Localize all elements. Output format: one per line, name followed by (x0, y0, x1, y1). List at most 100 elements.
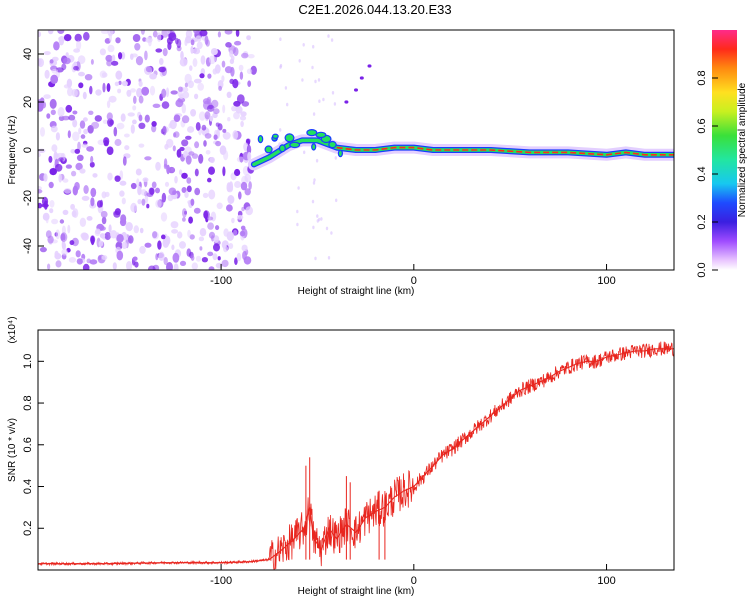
noise-blob (152, 231, 158, 239)
noise-blob (49, 98, 57, 109)
noise-blob (318, 217, 321, 222)
noise-blob (185, 135, 192, 140)
noise-blob (179, 146, 185, 152)
noise-blob (57, 107, 65, 117)
noise-blob (65, 52, 69, 57)
noise-blob (122, 156, 127, 166)
noise-blob (320, 217, 323, 221)
noise-blob (130, 124, 135, 134)
noise-blob (132, 34, 141, 42)
noise-blob (86, 146, 94, 152)
noise-blob (234, 181, 242, 188)
y-tick-label: -40 (22, 238, 34, 254)
noise-blob (157, 240, 162, 250)
noise-blob (165, 87, 170, 98)
noise-blob (232, 130, 239, 140)
noise-blob (239, 230, 246, 237)
noise-blob (107, 172, 113, 181)
noise-blob (180, 50, 184, 60)
x-tick-label: 0 (411, 575, 417, 587)
noise-blob (200, 55, 206, 65)
noise-blob (217, 256, 221, 261)
noise-blob (138, 122, 146, 129)
noise-blob (73, 65, 79, 71)
noise-blob (144, 50, 148, 61)
noise-blob (208, 266, 215, 270)
noise-blob (75, 250, 81, 258)
noise-blob (108, 95, 117, 103)
noise-blob (199, 228, 207, 237)
noise-blob (151, 121, 157, 127)
noise-blob (101, 216, 107, 225)
snr-frame (37, 329, 675, 571)
noise-blob (173, 263, 179, 270)
noise-blob (184, 73, 192, 84)
noise-blob (116, 250, 124, 261)
noise-blob (106, 83, 111, 92)
noise-blob (286, 102, 289, 107)
signal-harmonic (344, 100, 349, 104)
noise-blob (334, 156, 337, 160)
x-tick-label: 100 (597, 275, 615, 287)
signal-blob (306, 129, 318, 137)
signal-core (336, 146, 674, 156)
noise-blob (161, 101, 170, 109)
noise-blob (47, 30, 54, 35)
noise-blob (43, 94, 51, 99)
signal-blob (264, 145, 273, 154)
noise-blob (235, 30, 240, 37)
noise-blob (139, 245, 146, 254)
noise-blob (213, 243, 220, 252)
noise-blob (47, 235, 54, 244)
noise-blob (95, 89, 102, 96)
noise-blob (124, 145, 130, 151)
noise-blob (170, 90, 178, 95)
noise-blob (166, 262, 173, 270)
noise-blob (58, 173, 62, 183)
noise-blob (125, 222, 133, 232)
noise-blob (303, 150, 306, 155)
noise-blob (136, 178, 140, 188)
noise-blob (102, 82, 106, 93)
noise-blob (315, 158, 319, 163)
noise-blob (119, 180, 127, 186)
colorbar-axis: 0.0 0.2 0.4 0.6 0.8 (696, 70, 718, 278)
noise-blob (77, 141, 81, 151)
noise-blob (192, 58, 198, 67)
noise-blob (58, 36, 65, 46)
noise-blob (230, 66, 235, 77)
noise-blob (204, 111, 211, 120)
noise-blob (155, 253, 159, 261)
noise-blob (126, 89, 132, 97)
noise-blob (182, 217, 186, 222)
noise-blob (141, 86, 150, 96)
noise-blob (118, 52, 123, 60)
noise-blob (166, 138, 174, 148)
noise-blob (67, 130, 71, 139)
noise-blob (108, 224, 112, 233)
noise-blob (76, 40, 82, 50)
noise-blob (142, 177, 149, 182)
noise-blob (314, 256, 317, 261)
noise-blob (207, 73, 212, 79)
noise-blob (70, 203, 75, 210)
noise-blob (149, 187, 155, 195)
noise-blob (301, 78, 304, 82)
noise-blob (135, 56, 144, 66)
noise-blob (179, 241, 186, 249)
noise-blob (53, 150, 58, 160)
noise-blob (155, 187, 160, 194)
noise-blob (234, 40, 242, 46)
noise-blob (240, 120, 244, 128)
heatmap-y-axis: -40 -20 0 20 40 (22, 48, 44, 254)
snr-xlabel: Height of straight line (km) (298, 586, 415, 597)
noise-blob (231, 105, 237, 112)
noise-blob (207, 216, 214, 221)
noise-blob (233, 229, 238, 236)
noise-blob (246, 68, 253, 75)
noise-blob (179, 94, 184, 100)
noise-blob (78, 71, 85, 77)
noise-blob (114, 81, 120, 87)
noise-blob (51, 218, 59, 225)
